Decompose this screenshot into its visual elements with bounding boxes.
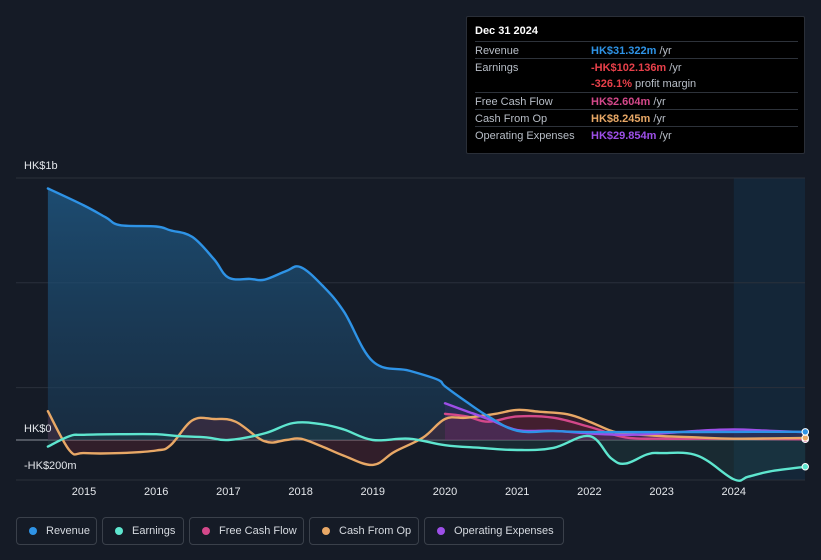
tooltip-row-earnings: Earnings -HK$102.136m /yr bbox=[475, 58, 798, 76]
tooltip-value: HK$2.604m /yr bbox=[591, 96, 666, 108]
tooltip-row-fcf: Free Cash Flow HK$2.604m /yr bbox=[475, 92, 798, 110]
tooltip-label: Operating Expenses bbox=[475, 130, 575, 142]
tooltip-value: HK$31.322m /yr bbox=[591, 45, 672, 57]
earnings-end-point bbox=[801, 463, 809, 471]
tooltip-value: -326.1% profit margin bbox=[591, 78, 697, 90]
legend-dot-icon bbox=[29, 527, 37, 535]
legend-label: Revenue bbox=[46, 525, 91, 537]
tooltip-row-opex: Operating Expenses HK$29.854m /yr bbox=[475, 126, 798, 144]
x-tick-label: 2020 bbox=[433, 486, 457, 498]
x-tick-label: 2022 bbox=[577, 486, 601, 498]
legend-dot-icon bbox=[202, 527, 210, 535]
x-tick-label: 2019 bbox=[361, 486, 385, 498]
y-tick-top: HK$1b bbox=[24, 160, 58, 172]
revenue-end-point bbox=[801, 428, 809, 436]
tooltip-row-cfo: Cash From Op HK$8.245m /yr bbox=[475, 109, 798, 127]
y-tick-bottom: -HK$200m bbox=[24, 460, 77, 472]
x-tick-label: 2021 bbox=[505, 486, 529, 498]
legend-dot-icon bbox=[115, 527, 123, 535]
legend-cash-from-op[interactable]: Cash From Op bbox=[309, 517, 419, 545]
x-tick-label: 2023 bbox=[649, 486, 673, 498]
legend-dot-icon bbox=[322, 527, 330, 535]
legend-dot-icon bbox=[437, 527, 445, 535]
revenue-line bbox=[46, 187, 807, 434]
x-tick-label: 2017 bbox=[216, 486, 240, 498]
y-tick-zero: HK$0 bbox=[24, 423, 52, 435]
revenue-area bbox=[47, 188, 806, 440]
tooltip-date: Dec 31 2024 bbox=[475, 25, 538, 37]
earnings-line bbox=[46, 421, 807, 482]
x-tick-label: 2015 bbox=[72, 486, 96, 498]
legend-label: Operating Expenses bbox=[454, 525, 554, 537]
tooltip-value: HK$29.854m /yr bbox=[591, 130, 672, 142]
operating-expenses-line bbox=[443, 402, 807, 436]
legend-label: Earnings bbox=[132, 525, 176, 537]
tooltip-label: Cash From Op bbox=[475, 113, 548, 125]
x-tick-label: 2018 bbox=[288, 486, 312, 498]
legend-operating-expenses[interactable]: Operating Expenses bbox=[424, 517, 564, 545]
tooltip-value: HK$8.245m /yr bbox=[591, 113, 666, 125]
tooltip-row-margin: -326.1% profit margin bbox=[475, 75, 798, 92]
tooltip-label: Free Cash Flow bbox=[475, 96, 553, 108]
legend-earnings[interactable]: Earnings bbox=[102, 517, 184, 545]
tooltip-label: Revenue bbox=[475, 45, 520, 57]
earnings-area bbox=[47, 422, 806, 481]
free-cash-flow-area bbox=[445, 413, 806, 440]
x-tick-label: 2024 bbox=[722, 486, 746, 498]
legend-free-cash-flow[interactable]: Free Cash Flow bbox=[189, 517, 304, 545]
legend-revenue[interactable]: Revenue bbox=[16, 517, 97, 545]
legend-label: Cash From Op bbox=[339, 525, 412, 537]
tooltip: Dec 31 2024 Revenue HK$31.322m /yr Earni… bbox=[466, 16, 805, 154]
x-tick-label: 2016 bbox=[144, 486, 168, 498]
tooltip-row-revenue: Revenue HK$31.322m /yr bbox=[475, 41, 798, 59]
tooltip-value: -HK$102.136m /yr bbox=[591, 62, 682, 74]
legend-label: Free Cash Flow bbox=[219, 525, 297, 537]
tooltip-label: Earnings bbox=[475, 62, 519, 74]
